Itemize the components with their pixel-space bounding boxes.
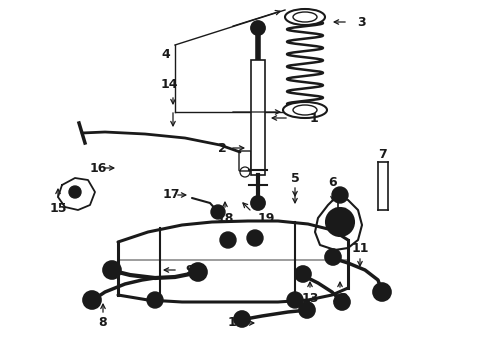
Text: 2: 2 xyxy=(218,141,227,154)
Text: 6: 6 xyxy=(329,175,337,189)
Circle shape xyxy=(325,249,341,265)
Text: 16: 16 xyxy=(90,162,107,175)
Text: 5: 5 xyxy=(291,171,299,184)
Ellipse shape xyxy=(285,9,325,25)
Text: 18: 18 xyxy=(216,211,234,225)
Text: 15: 15 xyxy=(49,202,67,215)
Text: 13: 13 xyxy=(301,292,319,305)
Text: 9: 9 xyxy=(185,264,194,276)
Circle shape xyxy=(334,294,350,310)
Circle shape xyxy=(332,187,348,203)
Text: 4: 4 xyxy=(161,49,170,62)
Text: 11: 11 xyxy=(351,242,369,255)
Circle shape xyxy=(220,232,236,248)
Circle shape xyxy=(251,196,265,210)
Text: 10: 10 xyxy=(228,316,245,329)
Circle shape xyxy=(287,292,303,308)
Circle shape xyxy=(247,230,263,246)
Circle shape xyxy=(373,283,391,301)
Circle shape xyxy=(326,208,354,236)
Ellipse shape xyxy=(283,102,327,118)
Text: 1: 1 xyxy=(310,112,319,125)
Text: 8: 8 xyxy=(98,316,107,329)
FancyBboxPatch shape xyxy=(239,151,251,171)
Circle shape xyxy=(211,205,225,219)
Circle shape xyxy=(337,219,343,225)
Text: 17: 17 xyxy=(163,189,180,202)
Circle shape xyxy=(103,261,121,279)
Circle shape xyxy=(69,186,81,198)
Circle shape xyxy=(234,311,250,327)
Circle shape xyxy=(299,302,315,318)
Text: 12: 12 xyxy=(331,292,349,305)
Circle shape xyxy=(189,263,207,281)
Circle shape xyxy=(83,291,101,309)
Circle shape xyxy=(251,21,265,35)
Text: 19: 19 xyxy=(258,211,275,225)
Circle shape xyxy=(147,292,163,308)
Text: 3: 3 xyxy=(357,15,366,28)
Circle shape xyxy=(295,266,311,282)
Bar xyxy=(251,60,265,175)
Text: 14: 14 xyxy=(161,78,178,91)
Text: 7: 7 xyxy=(378,148,387,162)
